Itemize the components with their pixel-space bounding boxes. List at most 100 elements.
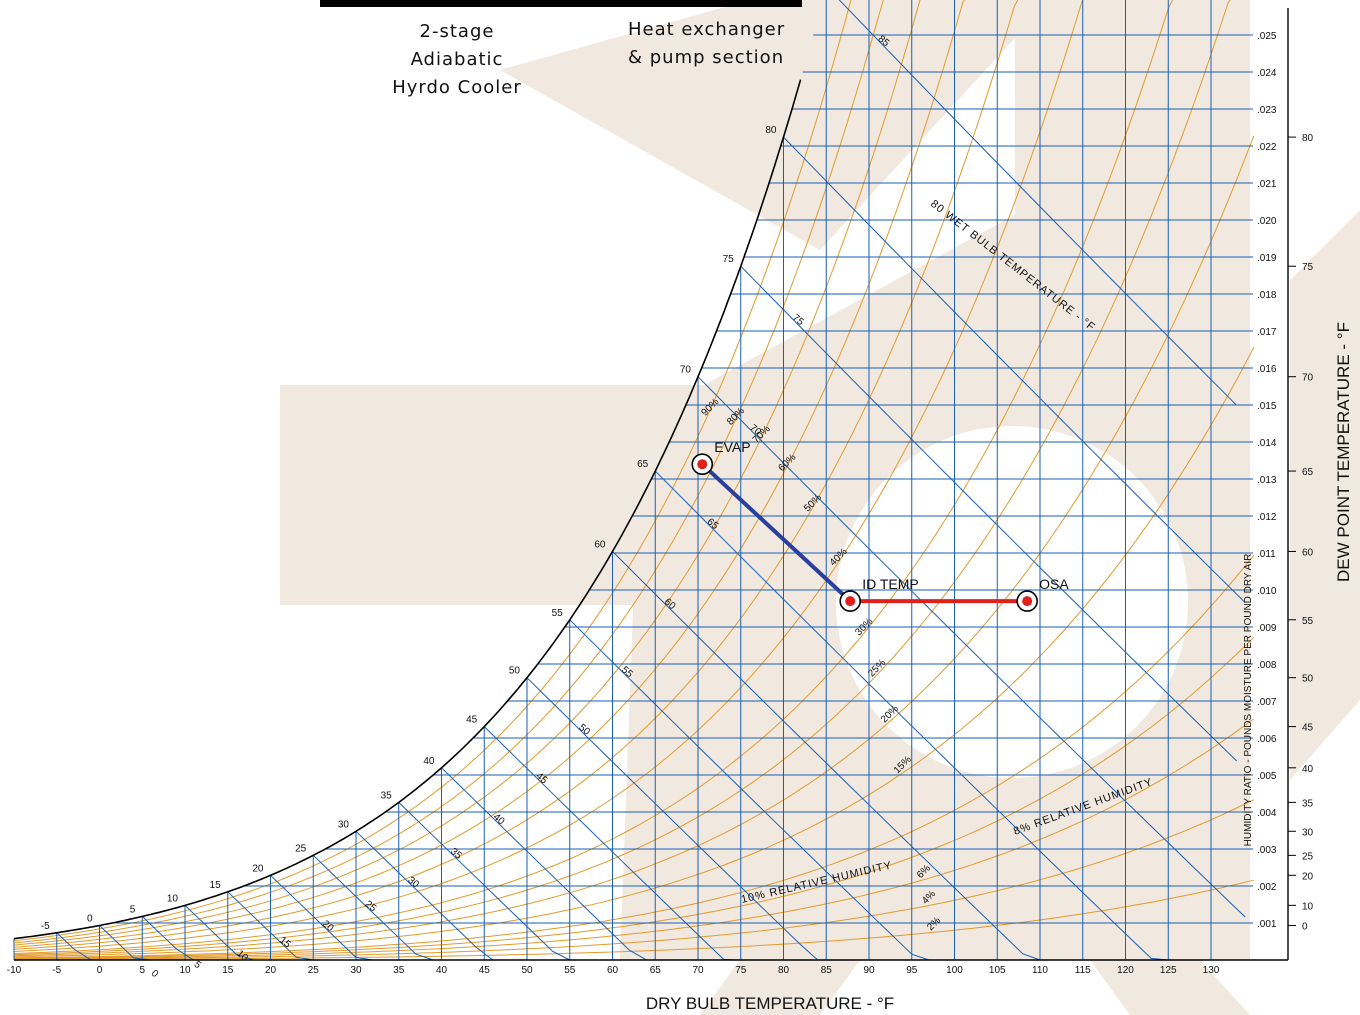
dew-point-tick-label: 30 (1302, 827, 1314, 838)
x-tick-label: 25 (308, 965, 320, 976)
x-tick-label: 95 (906, 965, 918, 976)
humidity-ratio-tick-label: .018 (1257, 290, 1277, 301)
saturation-temp-label: 70 (680, 365, 692, 376)
dew-point-tick-label: 40 (1302, 764, 1314, 775)
x-tick-label: 120 (1117, 965, 1134, 976)
section-label-cooler-line2: Hyrdo Cooler (392, 77, 522, 98)
humidity-ratio-tick-label: .013 (1257, 475, 1277, 486)
state-point-label: EVAP (714, 439, 750, 455)
humidity-ratio-tick-label: .009 (1257, 623, 1277, 634)
saturation-temp-label: 45 (466, 715, 478, 726)
watermark-shape (1290, 210, 1360, 780)
saturation-temp-label: 30 (338, 819, 350, 830)
saturation-temp-label: 25 (295, 843, 307, 854)
dew-point-tick-label: 25 (1302, 851, 1314, 862)
rh-curve (13, 0, 1231, 956)
saturation-temp-label: 15 (210, 880, 222, 891)
relative-humidity-curves (13, 0, 1255, 961)
saturation-temp-label: 0 (87, 913, 93, 924)
wet-bulb-line (654, 470, 1169, 961)
wet-bulb-line (312, 854, 434, 961)
humidity-ratio-tick-label: .007 (1257, 697, 1277, 708)
wet-bulb-line (398, 802, 571, 961)
x-axis-title: DRY BULB TEMPERATURE - °F (646, 994, 894, 1013)
wet-bulb-line-label: 25 (363, 899, 379, 915)
wet-bulb-line (697, 376, 1246, 918)
rh-curve (13, 0, 1019, 950)
wet-bulb-line (441, 767, 647, 961)
state-point-label: OSA (1039, 576, 1069, 592)
humidity-ratio-tick-label: .015 (1257, 401, 1277, 412)
watermark-shape (1090, 960, 1250, 1015)
x-tick-label: 125 (1160, 965, 1177, 976)
wet-bulb-line (355, 830, 494, 961)
rh-curve (13, 135, 1255, 957)
humidity-ratio-tick-label: .002 (1257, 882, 1277, 893)
x-tick-label: 100 (946, 965, 963, 976)
x-tick-label: 10 (179, 965, 191, 976)
dew-point-tick-label: 50 (1302, 674, 1314, 685)
humidity-ratio-tick-label: .023 (1257, 105, 1277, 116)
process-line (700, 462, 852, 603)
humidity-ratio-tick-label: .010 (1257, 586, 1277, 597)
wet-bulb-line (569, 619, 930, 961)
saturation-temp-label: 5 (130, 904, 136, 915)
dew-point-tick-label: 65 (1302, 467, 1314, 478)
saturation-temp-label: 10 (167, 893, 179, 904)
wet-bulb-line-label: 50 (576, 722, 592, 738)
x-tick-label: 30 (350, 965, 362, 976)
rh-curve (13, 0, 965, 948)
dew-point-tick-label: 80 (1302, 133, 1314, 144)
dew-point-tick-label: 10 (1302, 901, 1314, 912)
wet-bulb-line (483, 726, 741, 961)
wet-bulb-line-label: 15 (277, 935, 293, 951)
wet-bulb-lines (56, 0, 1246, 961)
rh-curve (13, 636, 1255, 959)
wet-bulb-line (740, 265, 1238, 762)
dew-point-tick-label: 20 (1302, 871, 1314, 882)
rh-curve (13, 0, 921, 946)
saturation-curve (13, 79, 802, 940)
humidity-ratio-tick-label: .019 (1257, 253, 1277, 264)
humidity-ratio-tick-label: .001 (1257, 919, 1277, 930)
dew-point-tick-label: 70 (1302, 373, 1314, 384)
x-tick-label: 35 (393, 965, 405, 976)
watermark-shape (700, 960, 860, 1015)
wet-bulb-line (99, 925, 151, 961)
x-tick-label: 75 (735, 965, 747, 976)
process-lines (700, 462, 1028, 604)
wet-bulb-line (227, 891, 314, 961)
humidity-ratio-tick-label: .006 (1257, 734, 1277, 745)
humidity-ratio-tick-label: .022 (1257, 142, 1277, 153)
watermark-shape (280, 385, 720, 605)
wet-bulb-line-label: 0 (149, 968, 161, 980)
x-tick-label: 20 (265, 965, 277, 976)
dew-point-tick-label: 45 (1302, 723, 1314, 734)
watermark-shape (1015, 0, 1250, 240)
humidity-ratio-tick-label: .008 (1257, 660, 1277, 671)
saturation-temp-label: 20 (252, 863, 264, 874)
header-bar (320, 0, 802, 7)
dew-point-tick-label: 55 (1302, 616, 1314, 627)
humidity-ratio-tick-label: .012 (1257, 512, 1277, 523)
state-point-marker (1022, 596, 1033, 607)
x-tick-label: 55 (564, 965, 576, 976)
rh-curve (13, 0, 852, 942)
section-label-heat-exchanger-line2: & pump section (628, 47, 785, 68)
saturation-temp-label: 60 (594, 539, 606, 550)
wet-bulb-line (141, 916, 194, 961)
wet-bulb-line-label: 5 (192, 959, 204, 971)
x-tick-label: 85 (821, 965, 833, 976)
saturation-temp-label: -5 (41, 921, 50, 932)
x-tick-label: 50 (521, 965, 533, 976)
x-tick-label: 15 (222, 965, 234, 976)
dew-point-tick-label: 0 (1302, 921, 1308, 932)
wet-bulb-line (612, 551, 1041, 961)
state-points: EVAP ID TEMP OSA (691, 439, 1069, 612)
wet-bulb-line (184, 905, 254, 961)
saturation-temp-label: 35 (381, 790, 393, 801)
state-point-marker (697, 459, 708, 470)
wet-bulb-line (783, 136, 1246, 603)
humidity-ratio-gridlines (112, 34, 1253, 924)
